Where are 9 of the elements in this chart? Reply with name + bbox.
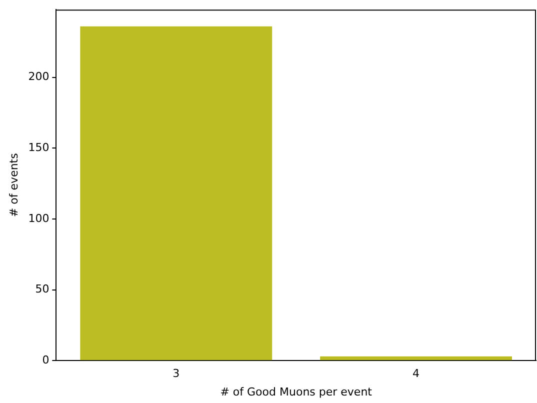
y-tick-label: 150 <box>28 140 50 154</box>
y-tick-label: 50 <box>35 282 50 296</box>
y-axis-title: # of events <box>7 152 20 218</box>
x-axis-title: # of Good Muons per event <box>220 385 373 398</box>
y-tick-label: 0 <box>42 353 50 366</box>
y-tick-label: 100 <box>28 212 50 225</box>
x-tick-label: 3 <box>172 367 180 380</box>
x-tick-label: 4 <box>412 367 420 380</box>
y-tick-label: 200 <box>28 70 50 84</box>
